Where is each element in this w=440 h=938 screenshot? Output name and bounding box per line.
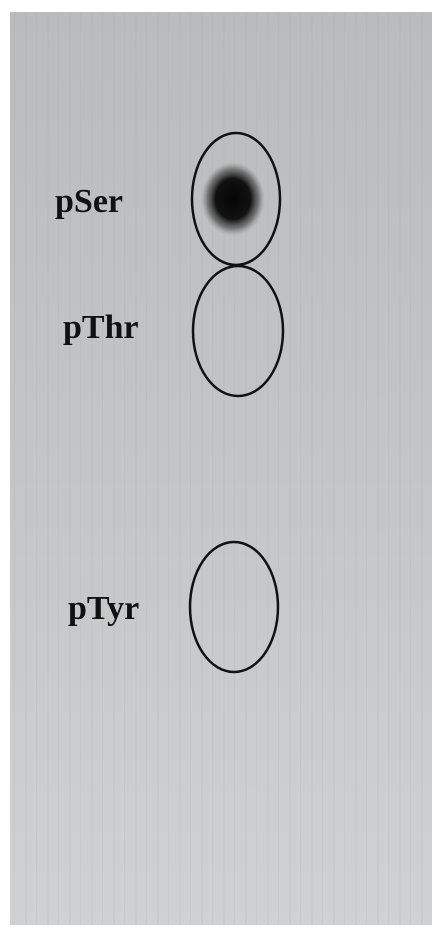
spot-label: pThr <box>63 309 139 346</box>
spot-label: pTyr <box>68 590 139 627</box>
radioactive-spot <box>201 162 265 236</box>
spot-outline <box>191 264 285 398</box>
plate-texture <box>10 12 432 925</box>
spot-outline <box>188 540 280 674</box>
spot-label: pSer <box>55 183 123 220</box>
